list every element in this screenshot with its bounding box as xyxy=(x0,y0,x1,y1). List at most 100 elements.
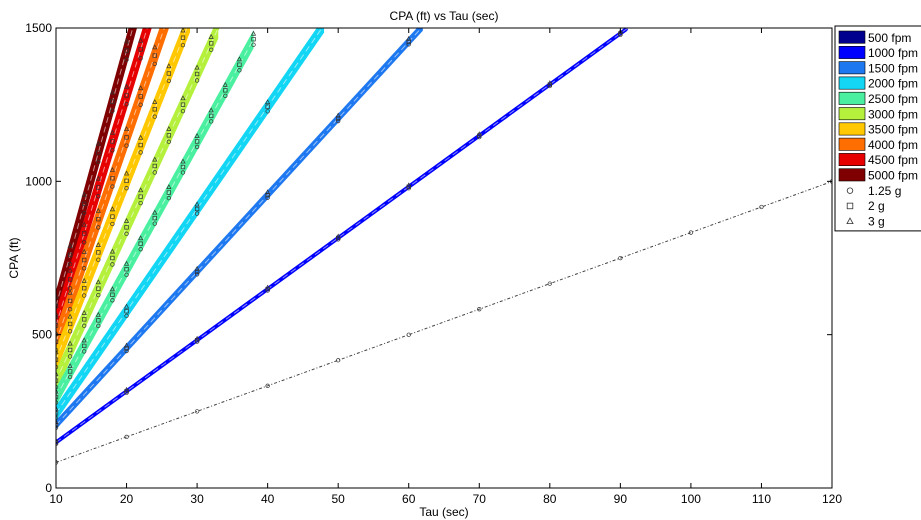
marker-circle xyxy=(209,119,214,124)
marker-triangle xyxy=(222,81,228,87)
marker-circle xyxy=(166,78,172,84)
marker-circle xyxy=(124,231,129,236)
series-center-dash xyxy=(56,28,134,307)
marker-circle xyxy=(138,56,143,61)
series-center-dash xyxy=(56,28,188,360)
marker-circle xyxy=(152,170,157,175)
marker-square xyxy=(96,185,101,190)
marker-triangle xyxy=(265,99,271,105)
marker-triangle xyxy=(208,107,214,113)
marker-square xyxy=(124,178,129,183)
marker-square xyxy=(110,255,115,261)
marker-triangle xyxy=(123,386,130,392)
marker-circle xyxy=(152,114,157,119)
marker-circle xyxy=(67,329,73,334)
legend-swatch xyxy=(838,153,866,166)
marker-circle xyxy=(166,139,172,144)
legend-label: 2 g xyxy=(868,199,885,213)
marker-circle xyxy=(124,102,129,107)
marker-circle xyxy=(124,186,129,191)
marker-square xyxy=(237,62,242,67)
legend-swatch xyxy=(838,137,866,151)
marker-circle xyxy=(194,409,200,414)
marker-circle xyxy=(82,323,87,328)
marker-triangle xyxy=(166,63,172,69)
marker-square xyxy=(96,286,101,291)
marker-circle xyxy=(336,358,341,363)
marker-circle xyxy=(138,102,143,107)
legend-label: 4000 fpm xyxy=(868,138,918,152)
series-bands xyxy=(56,28,832,463)
marker-square xyxy=(82,286,87,291)
marker-triangle xyxy=(194,335,200,341)
marker-triangle xyxy=(81,277,87,283)
series-center-dash xyxy=(56,28,165,342)
x-tick-label: 110 xyxy=(752,492,771,506)
marker-square xyxy=(209,41,214,46)
marker-circle xyxy=(110,221,115,227)
series-band xyxy=(56,28,170,356)
marker-square xyxy=(336,116,341,121)
marker-triangle xyxy=(236,56,242,62)
marker-triangle xyxy=(476,131,482,137)
marker-triangle xyxy=(56,330,59,336)
marker-triangle xyxy=(250,30,257,36)
legend-label: 3000 fpm xyxy=(868,107,918,121)
series-center-dash xyxy=(56,38,254,398)
marker-triangle xyxy=(138,85,144,91)
marker-circle xyxy=(138,150,143,155)
marker-circle xyxy=(96,159,101,165)
marker-triangle xyxy=(152,209,158,215)
marker-triangle xyxy=(194,265,200,271)
series-2500-fpm xyxy=(56,30,255,407)
marker-square xyxy=(124,346,129,351)
marker-triangle xyxy=(406,182,412,188)
marker-triangle xyxy=(194,64,200,70)
marker-square xyxy=(96,250,101,255)
marker-triangle xyxy=(406,35,412,41)
marker-circle xyxy=(406,42,411,47)
marker-square xyxy=(124,135,129,140)
series-band xyxy=(56,28,191,372)
marker-triangle xyxy=(138,134,144,140)
marker-square xyxy=(124,93,129,98)
legend-label: 4500 fpm xyxy=(868,153,918,167)
marker-square xyxy=(124,267,129,272)
legend-swatch xyxy=(838,122,866,136)
x-axis-label: Tau (sec) xyxy=(419,505,468,519)
marker-circle xyxy=(265,383,270,388)
marker-triangle xyxy=(166,184,172,189)
marker-circle xyxy=(110,108,115,113)
marker-circle xyxy=(124,143,129,148)
marker-square xyxy=(251,37,256,42)
marker-triangle xyxy=(335,233,341,239)
marker-circle xyxy=(152,221,157,226)
marker-circle xyxy=(180,108,186,114)
marker-square xyxy=(166,133,172,138)
axes-box xyxy=(55,27,833,489)
marker-square xyxy=(138,241,143,246)
marker-square xyxy=(152,107,157,112)
marker-square xyxy=(152,163,157,169)
marker-triangle xyxy=(152,156,158,162)
marker-circle xyxy=(96,225,101,230)
marker-circle xyxy=(82,349,87,354)
marker-square xyxy=(110,176,115,181)
legend-label: 1500 fpm xyxy=(868,61,918,75)
marker-square xyxy=(110,99,115,104)
marker-square xyxy=(96,216,101,222)
marker-circle xyxy=(82,293,87,298)
x-tick-label: 10 xyxy=(49,492,63,506)
marker-triangle xyxy=(180,28,186,33)
series-center-dash xyxy=(56,28,628,443)
marker-square xyxy=(194,269,200,274)
x-tick-label: 80 xyxy=(543,492,557,506)
series-4500-fpm xyxy=(56,28,152,341)
marker-square xyxy=(67,369,73,374)
series-band xyxy=(56,28,423,430)
series-center-dash xyxy=(56,28,423,426)
marker-square xyxy=(166,190,172,195)
legend-label: 2000 fpm xyxy=(868,77,918,91)
marker-triangle xyxy=(194,132,200,138)
marker-triangle xyxy=(81,248,87,254)
